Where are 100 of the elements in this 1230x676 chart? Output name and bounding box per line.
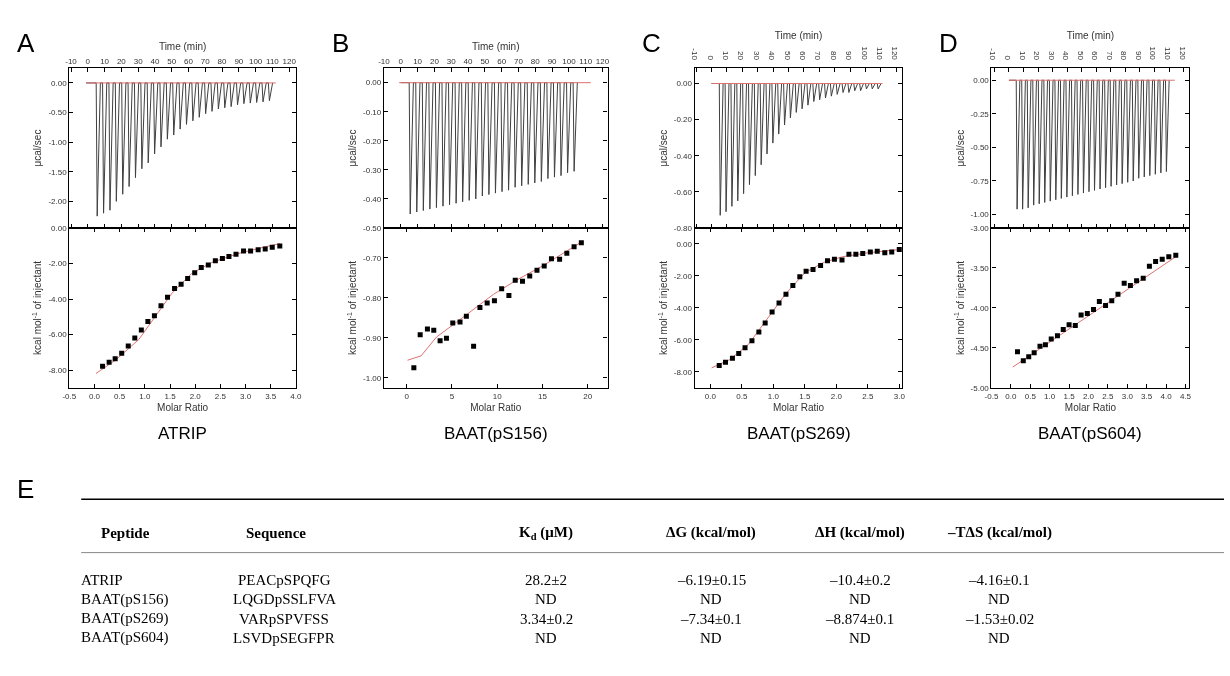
point [1084, 311, 1090, 316]
y-tick-label: 0.00 [365, 78, 382, 88]
point [233, 251, 239, 257]
text: LQGDpSSLFVA [233, 591, 337, 607]
point [241, 248, 247, 254]
x-tick-label: -10 [690, 48, 700, 61]
point [1037, 343, 1043, 349]
x-tick-label: 1.5 [1063, 391, 1076, 401]
text: ND [700, 630, 722, 646]
point [1066, 322, 1072, 328]
y-tick-label: -0.60 [673, 187, 693, 197]
x-axis-title: Time (min) [472, 40, 520, 52]
point [716, 362, 722, 368]
x-tick-label: 10 [1017, 50, 1027, 61]
point [506, 293, 512, 299]
chart-title: B [332, 28, 350, 58]
point [463, 313, 469, 319]
x-tick-label: 0.0 [1005, 391, 1017, 401]
x-tick-label: 3.0 [1121, 391, 1134, 401]
point [1072, 322, 1078, 328]
point [158, 303, 164, 309]
point [255, 247, 261, 253]
x-tick-label: 20 [583, 391, 593, 401]
x-tick-label: -0.5 [62, 391, 77, 401]
x-tick-label: 3.5 [265, 391, 277, 401]
x-tick-label: 2.0 [830, 391, 843, 401]
y-tick-label: -0.80 [673, 223, 693, 233]
point [1140, 275, 1146, 281]
text: –6.19±0.15 [677, 572, 747, 588]
text: BAAT(pS156) [81, 591, 169, 608]
x-tick-label: 80 [217, 56, 228, 66]
x-tick-label: 10 [720, 50, 730, 61]
x-tick-label: 3.0 [893, 391, 906, 401]
x-tick-label: 4.0 [1160, 391, 1173, 401]
y-tick-label: 0.00 [51, 78, 68, 88]
point [749, 338, 755, 344]
x-tick-label: 120 [1177, 46, 1187, 61]
text: ΔG (kcal/mol) [666, 524, 756, 541]
point [578, 240, 584, 246]
point [132, 335, 138, 341]
y-tick-label: -4.00 [673, 303, 693, 313]
x-tick-label: 0.5 [1024, 391, 1037, 401]
point [1091, 307, 1097, 312]
point [185, 275, 191, 281]
text: –TΔS (kcal/mol) [947, 524, 1052, 541]
x-tick-label: 50 [167, 56, 177, 66]
text: Peptide [101, 525, 150, 541]
y-tick-label: -2.00 [48, 197, 68, 207]
y-tick-label: -8.00 [48, 365, 68, 375]
x-tick-label: 4.0 [290, 391, 303, 401]
y-tick-label: -1.00 [48, 137, 68, 147]
point [1115, 291, 1121, 297]
x-tick-label: 0 [404, 391, 410, 401]
x-tick-label: 70 [514, 56, 524, 66]
y-tick-label: -4.50 [970, 343, 990, 353]
y-tick-label: 0.00 [51, 223, 68, 233]
x-tick-label: 20 [736, 50, 746, 61]
text: BAAT(pS269) [81, 610, 169, 627]
y-tick-label: -0.20 [673, 115, 693, 125]
point [411, 365, 417, 371]
point [450, 320, 456, 326]
text: LSVDpSEGFPR [233, 630, 335, 646]
x-tick-label: 1.5 [799, 391, 811, 401]
point [1146, 263, 1152, 269]
y-axis-title: μcal/sec [32, 129, 44, 167]
y-tick-label: -0.25 [970, 109, 990, 119]
text: –4.16±0.1 [968, 572, 1030, 588]
point [491, 298, 497, 304]
point [484, 300, 490, 306]
text: BAAT(pS604) [81, 629, 169, 646]
point [192, 270, 198, 276]
x-tick-label: 40 [767, 50, 777, 61]
x-tick-label: 30 [446, 56, 457, 66]
point [1159, 256, 1165, 262]
text: ND [535, 630, 557, 646]
x-tick-label: 5 [449, 391, 455, 401]
x-tick-label: 120 [595, 56, 610, 66]
point [1103, 303, 1109, 308]
point [818, 263, 824, 269]
x-tick-label: 2.0 [1082, 391, 1095, 401]
x-tick-label: 110 [1163, 47, 1172, 61]
x-tick-label: 4.5 [1179, 391, 1192, 401]
text: BAAT(pS156) [444, 424, 548, 443]
text: –10.4±0.2 [829, 572, 891, 588]
text: ΔH (kcal/mol) [815, 524, 905, 541]
point [548, 256, 554, 262]
x-tick-label: -10 [378, 56, 391, 66]
point [769, 309, 775, 315]
text: ND [700, 591, 722, 607]
point [424, 326, 430, 332]
x-axis-title: Molar Ratio [157, 402, 209, 414]
text: VARpSPVFSS [239, 611, 329, 627]
point [1121, 280, 1127, 286]
point [219, 256, 225, 262]
point [571, 244, 577, 250]
y-tick-label: -1.00 [970, 210, 990, 220]
point [100, 363, 106, 369]
point [178, 281, 184, 287]
point [541, 263, 547, 269]
y-tick-label: -0.40 [363, 194, 382, 204]
